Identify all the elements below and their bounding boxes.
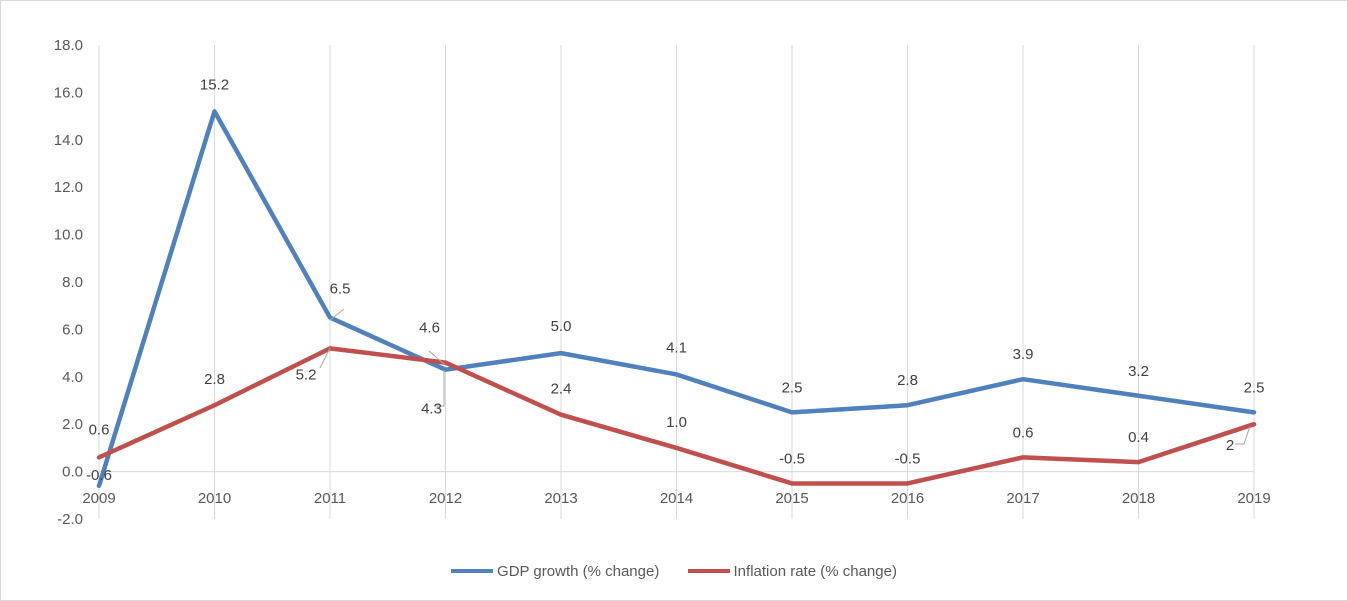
data-label-gdp-2015: 2.5 <box>782 379 803 396</box>
data-labels: -0.6 15.2 6.5 4.3 5.0 4.1 2.5 2.8 3.9 3.2 2.5 0.6 2.… <box>86 76 1264 483</box>
x-tick-label-2014: 2014 <box>660 490 693 507</box>
label-leader-line <box>434 370 445 407</box>
label-leader-line <box>319 347 331 369</box>
x-tick-label-2019: 2019 <box>1237 490 1270 507</box>
x-tick-label-2009: 2009 <box>82 490 115 507</box>
legend-label-inflation-rate: Inflation rate (% change) <box>733 562 897 580</box>
data-label-gdp-2009: -0.6 <box>86 467 112 484</box>
x-tick-label-2016: 2016 <box>891 490 924 507</box>
x-tick-label-2010: 2010 <box>198 490 231 507</box>
data-label-inflation-2013: 2.4 <box>551 381 572 398</box>
y-tick-label: 8.0 <box>62 274 83 291</box>
legend-item-inflation-rate: Inflation rate (% change) <box>687 562 897 580</box>
data-label-inflation-2019: 2 <box>1226 437 1234 454</box>
grid-lines <box>98 45 1255 519</box>
data-label-inflation-2016: -0.5 <box>895 450 921 467</box>
y-tick-label: -2.0 <box>57 511 83 528</box>
series-line-gdp-growth <box>96 109 1257 489</box>
legend-label-gdp-growth: GDP growth (% change) <box>497 562 660 580</box>
data-label-inflation-2018: 0.4 <box>1128 429 1149 446</box>
data-label-inflation-2014: 1.0 <box>666 414 687 431</box>
y-tick-label: 2.0 <box>62 416 83 433</box>
label-leader-line <box>1235 425 1251 445</box>
x-tick-label-2018: 2018 <box>1122 490 1155 507</box>
legend: GDP growth (% change) Inflation rate (% … <box>0 560 1348 580</box>
x-tick-label-2017: 2017 <box>1006 490 1039 507</box>
x-tick-label-2015: 2015 <box>775 490 808 507</box>
data-label-inflation-2012: 4.6 <box>419 320 440 337</box>
label-leader-lines <box>319 308 1251 445</box>
y-tick-label: 6.0 <box>62 321 83 338</box>
legend-swatch-gdp-growth <box>451 569 494 573</box>
data-label-gdp-2018: 3.2 <box>1128 363 1149 380</box>
x-tick-label-2013: 2013 <box>544 490 577 507</box>
data-label-gdp-2010: 15.2 <box>200 76 229 93</box>
y-tick-label: 14.0 <box>54 132 83 149</box>
y-tick-label: 10.0 <box>54 227 83 244</box>
data-label-inflation-2009: 0.6 <box>89 421 110 438</box>
label-leader-line <box>428 350 445 365</box>
x-tick-label-2012: 2012 <box>429 490 462 507</box>
line-chart: -2.00.02.04.06.08.010.012.014.016.018.0 … <box>54 37 1271 528</box>
legend-swatch-inflation-rate <box>687 569 730 573</box>
data-label-gdp-2011: 6.5 <box>330 281 351 298</box>
legend-item-gdp-growth: GDP growth (% change) <box>451 563 659 580</box>
data-label-inflation-2010: 2.8 <box>204 371 225 388</box>
data-label-gdp-2016: 2.8 <box>897 372 918 389</box>
series-lines <box>96 109 1257 489</box>
y-tick-label: 12.0 <box>54 179 83 196</box>
data-label-gdp-2019: 2.5 <box>1244 379 1265 396</box>
x-tick-label-2011: 2011 <box>314 490 346 507</box>
data-label-gdp-2013: 5.0 <box>551 318 572 335</box>
data-label-inflation-2017: 0.6 <box>1013 424 1034 441</box>
label-leader-line <box>329 308 345 321</box>
series-line-inflation-rate <box>96 346 1257 486</box>
y-tick-label: 4.0 <box>62 369 83 386</box>
data-label-inflation-2011: 5.2 <box>296 366 317 383</box>
y-tick-label: 0.0 <box>62 464 83 481</box>
y-tick-label: 16.0 <box>54 84 83 101</box>
y-tick-label: 18.0 <box>54 37 83 54</box>
x-axis: 2009 2010 2011 2012 2013 2014 2015 2016 2017 2018… <box>82 471 1271 507</box>
data-label-inflation-2015: -0.5 <box>779 450 805 467</box>
data-label-gdp-2014: 4.1 <box>666 339 687 356</box>
data-label-gdp-2017: 3.9 <box>1013 346 1034 363</box>
data-label-gdp-2012: 4.3 <box>421 401 442 418</box>
y-axis-tick-labels: -2.0 0.0 2.0 4.0 6.0 8.0 10.0 12.0 14.0 16.0 18.0 <box>54 37 83 528</box>
